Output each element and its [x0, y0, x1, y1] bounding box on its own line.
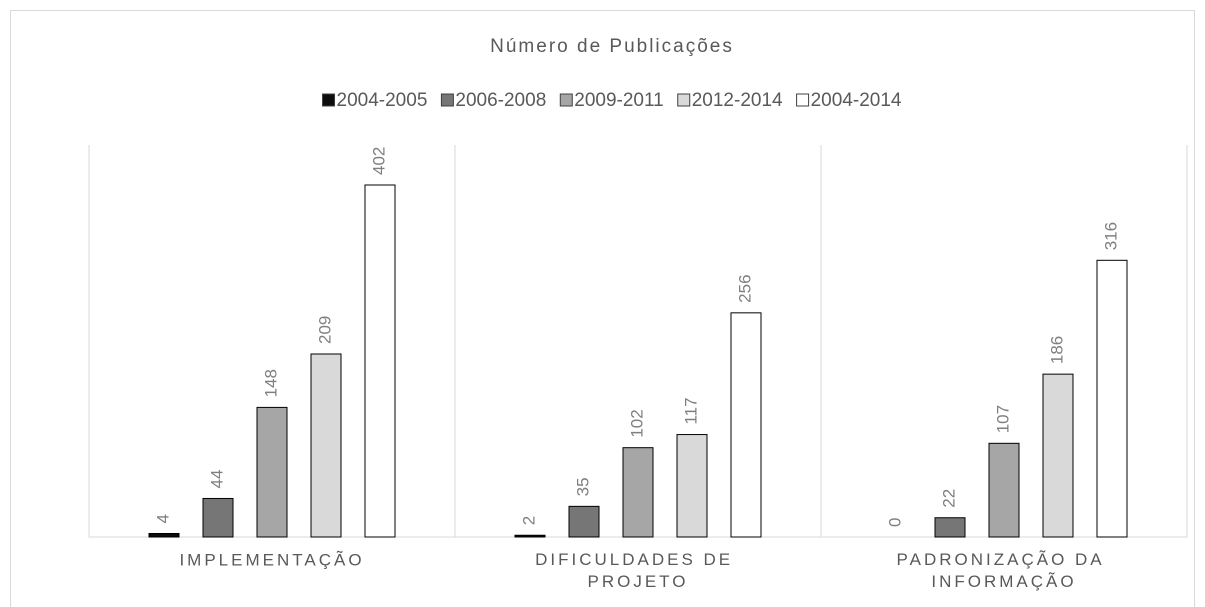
bar: [364, 184, 396, 538]
data-label: 35: [573, 477, 592, 496]
bar: [622, 447, 654, 538]
legend-label: 2006-2008: [455, 90, 546, 111]
legend: 2004-2005 2006-2008 2009-2011 2012-2014 2004…: [322, 90, 902, 111]
legend-swatch: [559, 93, 573, 107]
data-label: 22: [939, 489, 958, 508]
bar: [148, 532, 180, 538]
data-label: 117: [681, 397, 700, 424]
legend-label: 2004-2014: [811, 90, 902, 111]
legend-label: 2009-2011: [574, 90, 663, 111]
x-tick-line: PROJETO: [588, 572, 689, 591]
legend-swatch: [440, 93, 454, 107]
data-label: 256: [735, 274, 754, 302]
bar: [676, 434, 708, 538]
bar: [514, 534, 546, 538]
bar: [568, 505, 600, 538]
bar: [988, 442, 1020, 538]
x-tick-label: IMPLEMENTAÇÃO: [179, 550, 364, 569]
legend-label: 2012-2014: [692, 90, 783, 111]
bar: [934, 517, 966, 538]
data-label: 402: [369, 147, 388, 175]
bar: [202, 497, 234, 538]
bar: [256, 406, 288, 538]
legend-swatch: [677, 93, 691, 107]
data-label: 186: [1047, 336, 1066, 364]
legend-swatch: [796, 93, 810, 107]
data-label: 4: [153, 514, 172, 523]
data-label: 102: [627, 409, 646, 437]
legend-swatch: [322, 93, 336, 107]
x-tick-label: DIFICULDADES DE PROJETO: [535, 550, 741, 591]
x-tick-line: PADRONIZAÇÃO DA: [897, 550, 1112, 569]
x-tick-line: DIFICULDADES DE: [535, 550, 741, 569]
x-tick-label: PADRONIZAÇÃO DA INFORMAÇÃO: [897, 550, 1112, 591]
data-label: 316: [1101, 222, 1120, 250]
bar: [1042, 373, 1074, 538]
bar: [730, 312, 762, 538]
data-label: 107: [993, 405, 1012, 433]
bar: [310, 353, 342, 538]
data-label: 0: [885, 518, 904, 527]
data-label: 2: [519, 516, 538, 525]
bar: [1096, 259, 1128, 538]
data-label: 209: [315, 316, 334, 344]
data-label: 148: [261, 369, 280, 397]
legend-label: 2004-2005: [337, 90, 428, 111]
x-tick-line: INFORMAÇÃO: [931, 572, 1076, 591]
chart-title: Número de Publicações: [490, 36, 734, 57]
data-label: 44: [207, 470, 226, 489]
